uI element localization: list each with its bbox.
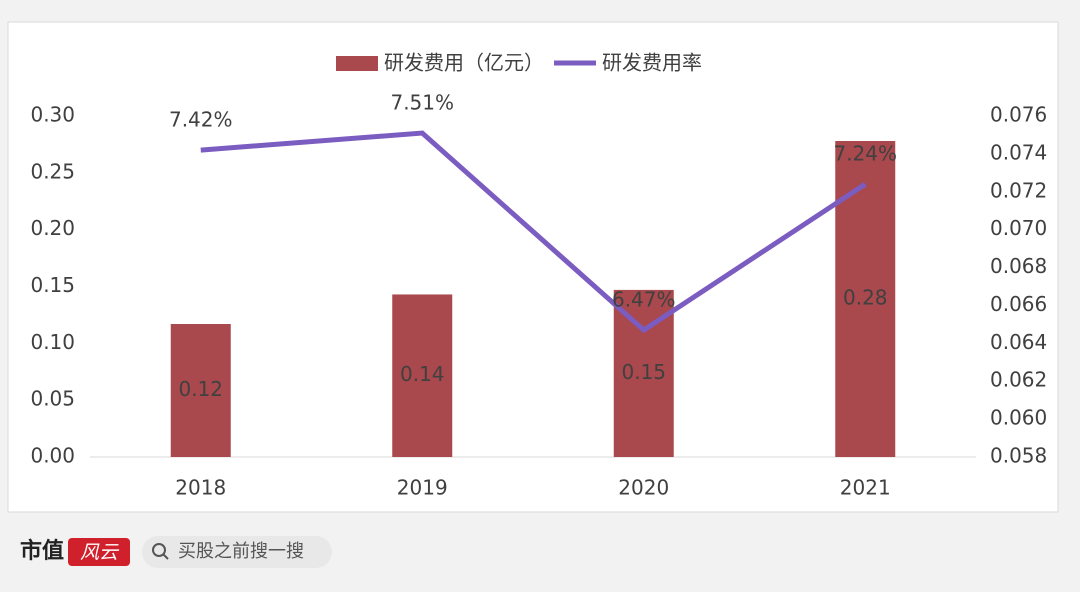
line bbox=[200, 130, 867, 334]
search-box[interactable] bbox=[142, 536, 332, 568]
legend-label: 研发费用率 bbox=[602, 51, 702, 75]
y-tick-label: 0.20 bbox=[30, 216, 75, 240]
y-tick-label: 0.30 bbox=[30, 103, 75, 127]
search-text: 买股之前搜一搜 bbox=[178, 541, 304, 562]
legend-label: 研发费用（亿元） bbox=[384, 51, 544, 75]
bar bbox=[170, 324, 231, 457]
bar-value-label: 0.28 bbox=[843, 286, 888, 310]
y-tick-label: 0.10 bbox=[30, 330, 75, 354]
y2-tick-label: 0.058 bbox=[990, 444, 1047, 468]
brand-badge-bg bbox=[68, 538, 130, 566]
search-icon bbox=[162, 553, 169, 560]
line-value-label: 7.24% bbox=[833, 142, 897, 166]
y-tick-label: 0.25 bbox=[30, 159, 75, 183]
y-tick-label: 0.15 bbox=[30, 273, 75, 297]
y2-tick-label: 0.064 bbox=[990, 330, 1047, 354]
y2-tick-label: 0.066 bbox=[990, 292, 1047, 316]
x-tick-label: 2021 bbox=[840, 476, 891, 500]
x-tick-label: 2019 bbox=[397, 476, 448, 500]
x-tick-label: 2020 bbox=[618, 476, 669, 500]
bar-value-label: 0.15 bbox=[621, 360, 666, 384]
bar-value-label: 0.14 bbox=[400, 362, 445, 386]
x-tick-label: 2018 bbox=[175, 476, 226, 500]
search-icon bbox=[152, 543, 166, 557]
line-value-label: 7.42% bbox=[169, 108, 233, 132]
bar-value-label: 0.12 bbox=[178, 377, 223, 401]
y2-tick-label: 0.070 bbox=[990, 216, 1047, 240]
brand: 市值 bbox=[20, 538, 64, 564]
y-tick-label: 0.05 bbox=[30, 387, 75, 411]
chart-card bbox=[7, 21, 1059, 513]
y2-tick-label: 0.068 bbox=[990, 254, 1047, 278]
y-tick-label: 0.00 bbox=[30, 444, 75, 468]
bar bbox=[835, 141, 896, 458]
y2-tick-label: 0.062 bbox=[990, 368, 1047, 392]
line-value-label: 6.47% bbox=[612, 288, 676, 312]
brand-badge: 风云 bbox=[80, 542, 120, 564]
y2-tick-label: 0.076 bbox=[990, 103, 1047, 127]
bar bbox=[392, 294, 453, 457]
y2-tick-label: 0.072 bbox=[990, 178, 1047, 202]
line-value-label: 7.51% bbox=[390, 91, 454, 115]
y2-tick-label: 0.060 bbox=[990, 406, 1047, 430]
y2-tick-label: 0.074 bbox=[990, 140, 1047, 164]
legend-swatch bbox=[336, 56, 378, 71]
